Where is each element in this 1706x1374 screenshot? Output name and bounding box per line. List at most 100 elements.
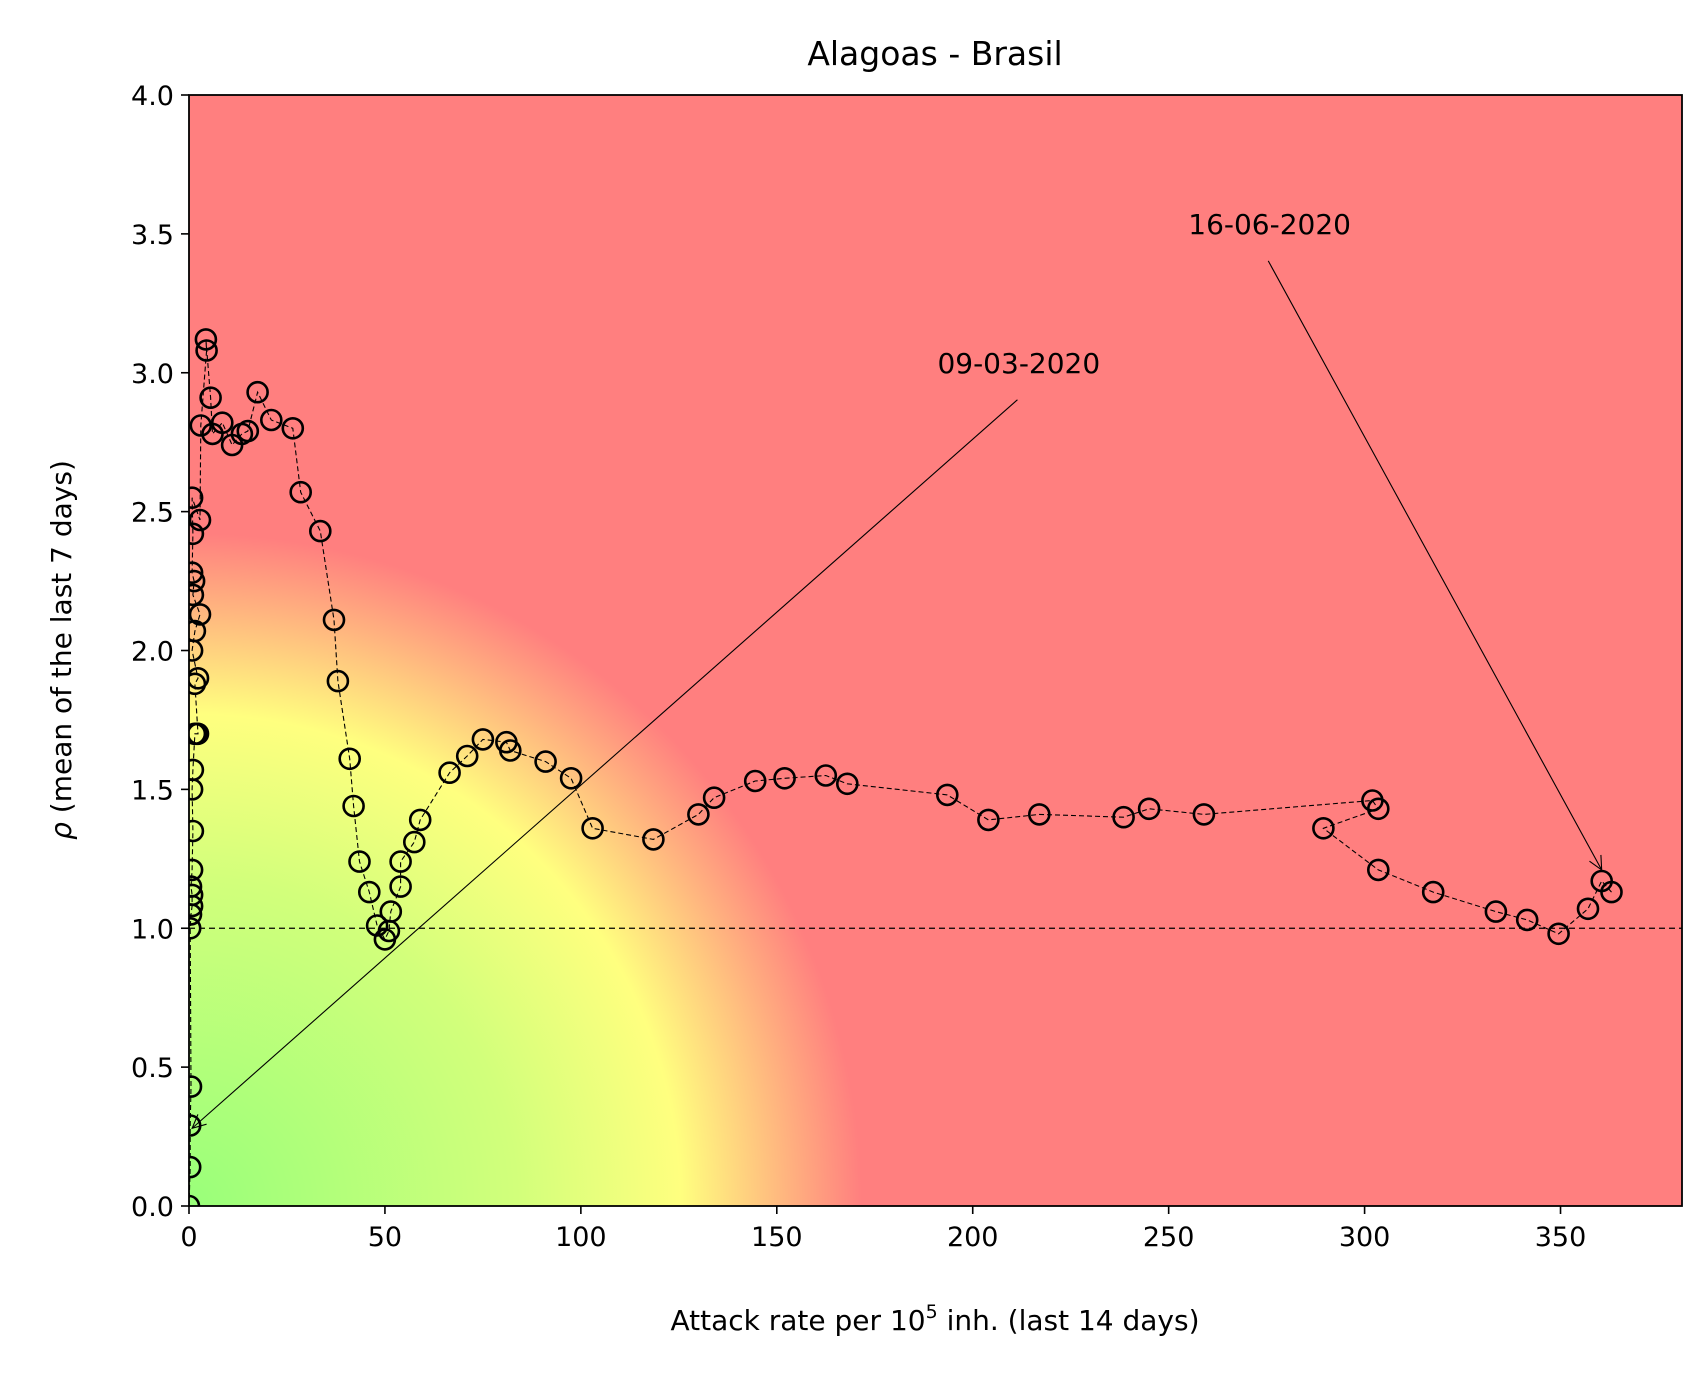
data-point	[259, 408, 283, 432]
data-point	[195, 339, 218, 362]
data-point	[389, 875, 412, 898]
data-point	[773, 766, 796, 790]
data-point	[835, 772, 859, 796]
data-point	[236, 419, 260, 443]
data-point	[1576, 897, 1600, 921]
data-point	[189, 583, 205, 607]
x-tick-label: 100	[555, 1222, 607, 1253]
data-point	[189, 875, 203, 898]
data-point	[1137, 797, 1161, 821]
data-point	[1421, 880, 1445, 904]
data-point	[1192, 803, 1216, 826]
data-point	[455, 744, 479, 768]
y-tick-label: 0.5	[131, 1053, 174, 1084]
data-point	[189, 722, 210, 746]
data-point	[189, 917, 202, 940]
data-point	[199, 386, 222, 410]
y-tick-label: 3.5	[131, 220, 174, 251]
x-tick-label: 0	[180, 1222, 197, 1253]
data-point	[326, 669, 350, 693]
series-line	[189, 339, 1612, 1206]
data-point	[189, 603, 212, 626]
y-tick-label: 3.0	[131, 359, 174, 390]
data-point	[189, 1075, 203, 1098]
data-point	[357, 880, 381, 904]
y-tick-label: 1.5	[131, 775, 174, 806]
data-point	[211, 411, 234, 435]
data-point	[338, 747, 362, 771]
data-point	[189, 1155, 202, 1179]
data-point	[189, 414, 213, 437]
data-point	[189, 667, 210, 690]
data-point	[189, 858, 204, 882]
data-point	[402, 830, 426, 854]
data-point	[246, 380, 269, 404]
data-point	[1367, 858, 1390, 882]
axes: 0 50 100 150 200 250 300 350 0.0 0.5 1.0 1.5 2.0 2.5 3…	[131, 81, 1586, 1253]
annotation-label: 16-06-2020	[1188, 208, 1351, 241]
data-point	[1600, 880, 1623, 904]
data-point	[1028, 803, 1051, 826]
y-tick-label: 2.5	[131, 498, 174, 529]
chart-title: Alagoas - Brasil	[807, 34, 1062, 73]
data-point	[365, 914, 389, 937]
x-tick-label: 350	[1535, 1222, 1587, 1253]
data-point	[189, 619, 207, 643]
x-tick-label: 250	[1143, 1222, 1195, 1253]
data-point	[189, 758, 205, 782]
data-point	[977, 808, 1000, 832]
x-axis-title: Attack rate per 105 inh. (last 14 days)	[670, 1301, 1199, 1337]
data-point	[189, 522, 205, 546]
data-point	[348, 850, 371, 873]
data-point	[379, 900, 403, 923]
data-point	[743, 769, 767, 793]
data-point	[308, 519, 332, 543]
data-point	[642, 828, 665, 851]
data-point	[408, 808, 432, 832]
data-point	[1484, 900, 1508, 923]
y-axis-title: ρ (mean of the last 7 days)	[45, 460, 78, 840]
data-point	[1312, 816, 1335, 840]
data-point	[189, 561, 204, 584]
risk-gradient-background	[189, 95, 1682, 1206]
data-point	[189, 508, 212, 532]
x-tick-label: 200	[947, 1222, 999, 1253]
x-tick-label: 50	[368, 1222, 402, 1253]
data-point	[389, 850, 412, 873]
annotations: 09-03-2020 16-06-2020	[191, 208, 1603, 1130]
data-point	[322, 608, 346, 632]
data-point	[1547, 922, 1570, 946]
data-point	[289, 480, 313, 504]
data-point	[702, 786, 726, 810]
data-point	[189, 569, 206, 593]
data-point	[935, 783, 959, 807]
annotation-arrowhead	[191, 1114, 207, 1130]
plot-area	[189, 328, 1682, 1206]
data-point	[471, 728, 495, 751]
y-tick-label: 2.0	[131, 637, 174, 668]
x-tick-label: 300	[1339, 1222, 1391, 1253]
data-point	[498, 739, 522, 762]
data-point	[194, 328, 218, 351]
data-point	[189, 819, 205, 843]
y-tick-label: 0.0	[131, 1192, 174, 1223]
data-point	[189, 486, 204, 509]
data-point	[281, 416, 305, 440]
annotation-arrow	[191, 399, 1018, 1129]
data-point	[687, 803, 710, 826]
data-point	[189, 883, 204, 907]
annotation-arrowhead	[1589, 854, 1603, 872]
data-point	[342, 794, 365, 818]
x-tick-label: 150	[751, 1222, 803, 1253]
data-point	[1515, 908, 1539, 932]
data-point	[559, 766, 583, 790]
data-point	[581, 816, 604, 840]
data-point	[1367, 797, 1390, 821]
data-point	[438, 761, 461, 785]
y-tick-label: 1.0	[131, 914, 174, 945]
data-point	[1112, 805, 1135, 829]
annotation-label: 09-03-2020	[937, 347, 1100, 380]
y-tick-label: 4.0	[131, 81, 174, 112]
